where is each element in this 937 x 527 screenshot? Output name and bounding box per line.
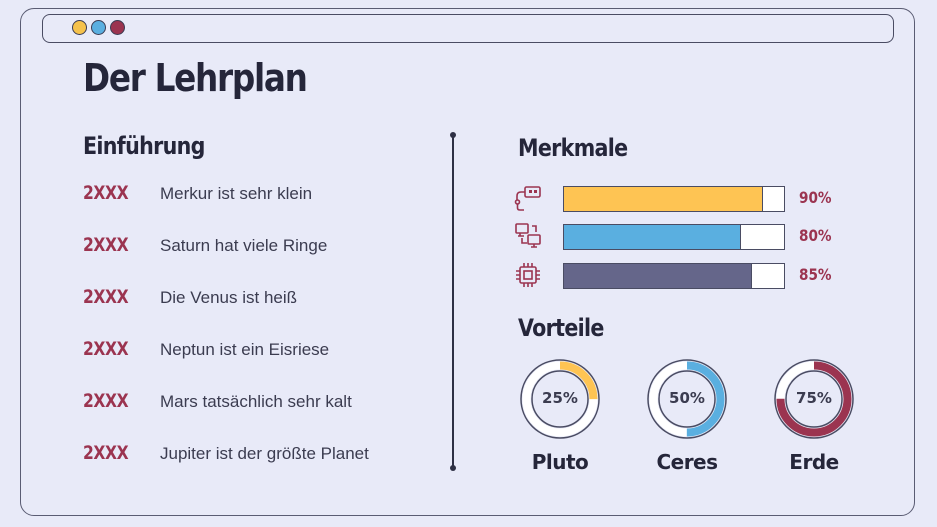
progress-fill (564, 187, 763, 211)
donut-segment (522, 361, 598, 437)
donut-label: Pluto (531, 450, 589, 474)
list-item-year: 2XXX (83, 390, 129, 412)
progress-percent: 85% (799, 265, 832, 284)
progress-percent: 90% (799, 188, 832, 207)
intro-heading: Einführung (83, 132, 205, 160)
features-heading: Merkmale (518, 134, 628, 162)
list-item: 2XXX Neptun ist ein Eisriese (83, 336, 423, 366)
list-item-text: Die Venus ist heiß (160, 288, 298, 307)
progress-track (563, 186, 785, 212)
list-item-text: Mars tatsächlich sehr kalt (160, 392, 352, 411)
list-item: 2XXX Merkur ist sehr klein (83, 180, 423, 210)
list-item-year: 2XXX (83, 442, 129, 464)
progress-track (563, 224, 785, 250)
window-dot-yellow[interactable] (72, 20, 87, 35)
donut-outer-ring (520, 359, 600, 439)
donut-segment (649, 361, 725, 437)
column-divider (452, 135, 454, 468)
progress-fill (564, 225, 741, 249)
donut-label: Ceres (656, 450, 718, 474)
donut-percent: 25% (542, 389, 578, 407)
list-item: 2XXX Saturn hat viele Ringe (83, 232, 423, 262)
list-item-year: 2XXX (83, 286, 129, 308)
donut-segment (776, 361, 852, 437)
donut-inner-ring (658, 370, 716, 428)
donut-outer-ring (774, 359, 854, 439)
list-item-text: Jupiter ist der größte Planet (160, 444, 369, 463)
list-item-year: 2XXX (83, 182, 129, 204)
list-item-year: 2XXX (83, 338, 129, 360)
list-item-year: 2XXX (83, 234, 129, 256)
feature-bar-row: 85% (512, 261, 852, 291)
donut-chart-pluto: 25% (519, 358, 601, 440)
list-item-text: Neptun ist ein Eisriese (160, 340, 330, 359)
list-item-text: Merkur ist sehr klein (160, 184, 313, 203)
cpu-chip-icon (516, 263, 540, 287)
list-item: 2XXX Jupiter ist der größte Planet (83, 440, 423, 470)
feature-bar-row: 90% (512, 184, 852, 214)
donut-chart-erde: 75% (773, 358, 855, 440)
advantages-heading: Vorteile (518, 314, 604, 342)
divider-dot (450, 465, 456, 471)
progress-fill (564, 264, 752, 288)
donut-chart-ceres: 50% (646, 358, 728, 440)
donut-inner-ring (785, 370, 843, 428)
slide-frame (20, 8, 915, 516)
donut-inner-ring (531, 370, 589, 428)
divider-dot (450, 132, 456, 138)
list-item-text: Saturn hat viele Ringe (160, 236, 328, 255)
progress-percent: 80% (799, 226, 832, 245)
window-titlebar (42, 14, 894, 43)
feature-bar-row: 80% (512, 222, 852, 252)
donut-percent: 50% (669, 389, 705, 407)
window-dot-blue[interactable] (91, 20, 106, 35)
list-item: 2XXX Die Venus ist heiß (83, 284, 423, 314)
window-dot-red[interactable] (110, 20, 125, 35)
network-computers-icon (515, 223, 541, 248)
list-item: 2XXX Mars tatsächlich sehr kalt (83, 388, 423, 418)
page-title: Der Lehrplan (83, 56, 308, 100)
donut-label: Erde (789, 450, 839, 474)
usb-device-icon (514, 186, 541, 211)
donut-percent: 75% (796, 389, 832, 407)
donut-outer-ring (647, 359, 727, 439)
progress-track (563, 263, 785, 289)
